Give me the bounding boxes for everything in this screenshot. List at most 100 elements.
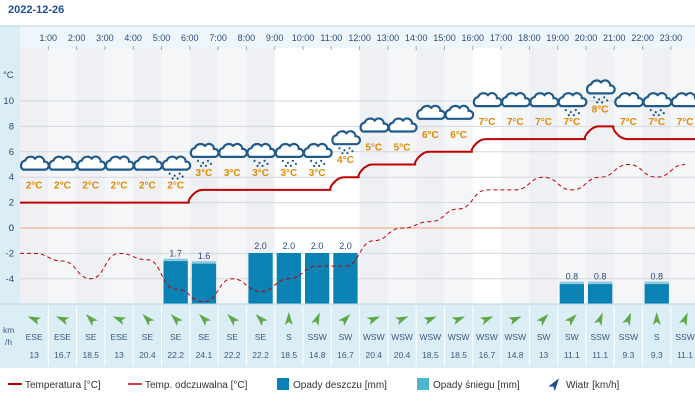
wind-direction-label: WSW (476, 332, 498, 342)
wind-speed-label: 18.5 (82, 350, 99, 360)
cloud-shape (614, 92, 645, 108)
y-tick-label: 8 (9, 121, 14, 132)
rain-bar-label: 0.8 (566, 272, 579, 282)
y-tick-label-zero: 0 (9, 223, 14, 234)
wind-arrow-icon (227, 314, 240, 327)
raindrop (564, 109, 567, 112)
wind-speed-label: 11.1 (564, 350, 580, 360)
wind-arrow-shape (451, 316, 466, 325)
wind-speed-label: 11.1 (592, 350, 608, 360)
wind-direction-label: ESE (111, 332, 128, 342)
wind-arrow-shape (679, 312, 688, 327)
hour-tick-label: 7:00 (209, 33, 227, 43)
wind-arrow-shape (55, 316, 70, 325)
wind-arrow-shape (85, 314, 98, 327)
raindrop (351, 150, 354, 153)
bar-cap (588, 281, 613, 285)
temperature-label: 7°C (535, 117, 552, 128)
wind-direction-label: WSW (363, 332, 385, 342)
raindrop (209, 162, 213, 165)
wind-speed-label: 13 (114, 350, 124, 360)
wind-arrow-icon (652, 312, 661, 325)
raindrop (577, 112, 580, 115)
cloud-shape (246, 142, 277, 158)
cloud-shape (444, 104, 475, 120)
wind-speed-label: 16.7 (54, 350, 71, 360)
rain-bar-label: 2.0 (283, 241, 296, 251)
wind-arrow-icon (423, 316, 437, 325)
cloud-shape (557, 92, 588, 108)
wind-arrow-icon (112, 316, 127, 325)
wind-direction-label: ESE (26, 332, 43, 342)
rain-bar-label: 0.8 (650, 272, 663, 282)
raindrop (649, 109, 652, 112)
raindrop (289, 164, 292, 167)
wind-speed-label: 18.5 (422, 350, 439, 360)
wind-speed-label: 13 (539, 350, 549, 360)
wind-arrow-shape (112, 316, 127, 325)
cloud-shape (133, 155, 163, 171)
raindrop (294, 162, 297, 165)
raindrop (258, 161, 261, 164)
wind-speed-label: 20.4 (394, 350, 411, 360)
rain-bar (644, 283, 669, 304)
wind-arrow-shape (508, 316, 522, 325)
hour-tick-label: 9:00 (266, 33, 284, 43)
wind-arrow-shape (594, 312, 603, 327)
raindrop (263, 159, 266, 162)
wind-arrow-shape (479, 316, 494, 325)
raindrop (601, 101, 604, 104)
cloud-shape (274, 142, 305, 158)
wind-arrow-icon (366, 316, 381, 325)
wind-direction-label: SE (198, 332, 210, 342)
wind-arrow-shape (255, 314, 268, 327)
temperature-label: 7°C (563, 117, 580, 128)
wind-direction-label: WSW (504, 332, 526, 342)
temperature-label: 8°C (592, 104, 609, 115)
raindrop (206, 159, 210, 162)
raindrop (598, 98, 601, 101)
column-bg (104, 48, 134, 304)
raindrop (313, 164, 316, 167)
column-bg (133, 48, 162, 304)
column-bg (76, 48, 105, 304)
temperature-label: 3°C (252, 168, 269, 179)
rain-bar (588, 283, 613, 304)
temperature-label: 3°C (280, 168, 297, 179)
hour-tick-label: 5:00 (153, 33, 171, 43)
wind-direction-label: SSW (307, 332, 326, 342)
cloud-icon (501, 92, 531, 108)
legend-label-wind: Wiatr [km/h] (566, 380, 620, 391)
cloud-icon (218, 142, 248, 158)
cloud-icon (472, 92, 503, 108)
wind-speed-label: 22.2 (252, 350, 269, 360)
raindrop (606, 99, 609, 102)
wind-direction-label: SSW (675, 332, 694, 342)
raindrop (201, 161, 205, 164)
hour-tick-label: 22:00 (631, 33, 654, 43)
column-bg (642, 48, 671, 304)
cloud-shape (585, 79, 616, 95)
raindrop (261, 164, 264, 167)
wind-direction-label: SE (255, 332, 267, 342)
bar-cap (644, 281, 669, 285)
column-bg (359, 48, 388, 304)
raindrop (603, 96, 606, 99)
rain-bar (333, 253, 358, 304)
temperature-label: 7°C (507, 117, 524, 128)
cloud-icon (133, 155, 163, 171)
hour-tick-label: 20:00 (575, 33, 598, 43)
wind-speed-label: 13 (29, 350, 39, 360)
raindrop (323, 162, 326, 165)
wind-direction-label: WSW (448, 332, 470, 342)
raindrop (310, 159, 313, 162)
cloud-rain-icon (331, 130, 362, 155)
temperature-label: 2°C (167, 181, 184, 192)
wind-speed-label: 22.2 (167, 350, 184, 360)
hour-tick-label: 6:00 (181, 33, 199, 43)
wind-speed-label: 22.2 (224, 350, 241, 360)
temperature-line (20, 125, 695, 204)
cloud-icon (359, 117, 390, 133)
wind-unit-label: /h (5, 337, 12, 347)
wind-unit-label: km (3, 325, 14, 335)
